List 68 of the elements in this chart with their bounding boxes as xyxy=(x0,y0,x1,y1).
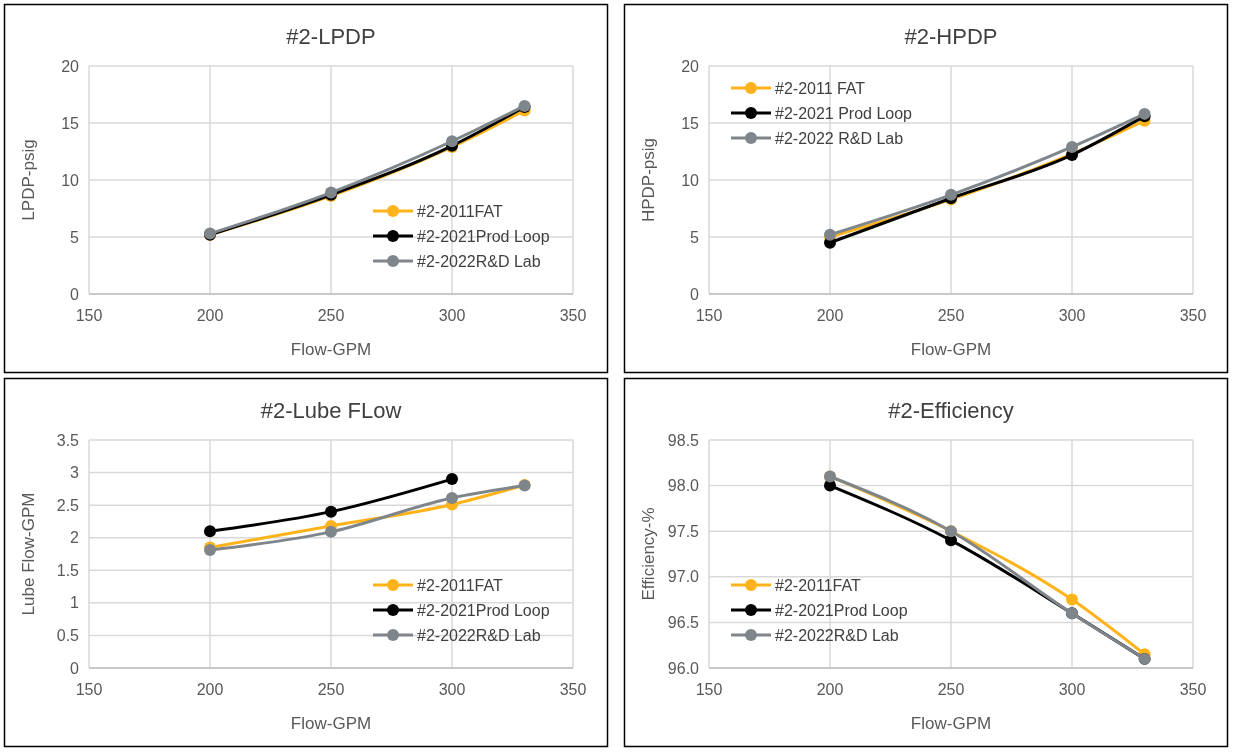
x-tick-label: 350 xyxy=(1179,681,1207,698)
x-tick-label: 200 xyxy=(196,307,224,324)
y-axis-title: Lube Flow-GPM xyxy=(19,492,38,616)
y-tick-label: 97.5 xyxy=(667,522,700,540)
chart-title: #2-HPDP xyxy=(904,24,998,49)
x-tick-label: 300 xyxy=(438,681,466,698)
y-tick-label: 96.0 xyxy=(667,659,700,677)
y-tick-label: 98.0 xyxy=(667,477,700,495)
y-tick-label: 1 xyxy=(70,594,80,612)
x-axis-title: Flow-GPM xyxy=(910,340,992,359)
y-tick-label: 5 xyxy=(690,228,700,246)
x-tick-label: 200 xyxy=(816,307,844,324)
y-tick-label: 3 xyxy=(70,464,80,482)
x-axis-title: Flow-GPM xyxy=(290,340,372,359)
x-tick-label: 350 xyxy=(559,307,587,324)
legend-label: #2-2011FAT xyxy=(417,576,503,594)
chart-title: #2-Lube FLow xyxy=(260,398,402,423)
y-axis-title: LPDP-psig xyxy=(19,139,38,221)
y-tick-label: 2.5 xyxy=(56,496,80,514)
x-tick-label: 350 xyxy=(559,681,587,698)
y-tick-label: 10 xyxy=(61,171,80,189)
legend-label: #2-2011 FAT xyxy=(775,79,866,97)
y-tick-label: 3.5 xyxy=(56,431,80,449)
x-tick-label: 250 xyxy=(317,307,345,324)
y-tick-label: 10 xyxy=(681,171,700,189)
y-tick-label: 0 xyxy=(690,285,700,303)
legend-label: #2-2022 R&D Lab xyxy=(775,129,904,147)
y-tick-label: 98.5 xyxy=(667,431,700,449)
x-tick-label: 150 xyxy=(75,681,103,698)
y-tick-label: 15 xyxy=(681,114,700,132)
x-tick-label: 200 xyxy=(816,681,844,698)
x-tick-label: 300 xyxy=(1058,307,1086,324)
legend-label: #2-2011FAT xyxy=(417,202,503,220)
y-tick-label: 0 xyxy=(70,659,80,677)
x-tick-label: 150 xyxy=(75,307,103,324)
legend-label: #2-2021Prod Loop xyxy=(417,601,550,619)
y-tick-label: 2 xyxy=(70,529,80,547)
x-tick-label: 300 xyxy=(1058,681,1086,698)
legend-label: #2-2022R&D Lab xyxy=(417,626,541,644)
y-tick-label: 20 xyxy=(681,57,700,75)
x-tick-label: 250 xyxy=(937,307,965,324)
x-tick-label: 250 xyxy=(317,681,345,698)
legend-label: #2-2021 Prod Loop xyxy=(775,104,913,122)
x-axis-title: Flow-GPM xyxy=(290,714,372,733)
x-axis-title: Flow-GPM xyxy=(910,714,992,733)
x-tick-label: 250 xyxy=(937,681,965,698)
legend-label: #2-2011FAT xyxy=(775,576,861,594)
x-tick-label: 200 xyxy=(196,681,224,698)
y-tick-label: 0 xyxy=(70,285,80,303)
chart-title: #2-LPDP xyxy=(286,24,376,49)
y-tick-label: 1.5 xyxy=(56,561,80,579)
x-tick-label: 350 xyxy=(1179,307,1207,324)
y-axis-title: HPDP-psig xyxy=(639,137,658,223)
legend-label: #2-2021Prod Loop xyxy=(417,227,550,245)
x-tick-label: 300 xyxy=(438,307,466,324)
legend-label: #2-2022R&D Lab xyxy=(417,252,541,270)
x-tick-label: 150 xyxy=(695,681,723,698)
legend-label: #2-2022R&D Lab xyxy=(775,626,899,644)
y-tick-label: 5 xyxy=(70,228,80,246)
y-tick-label: 96.5 xyxy=(667,614,700,631)
chart-title: #2-Efficiency xyxy=(888,398,1014,423)
y-tick-label: 97.0 xyxy=(667,568,700,586)
x-tick-label: 150 xyxy=(695,307,723,324)
y-axis-title: Efficiency-% xyxy=(639,507,658,601)
y-tick-label: 20 xyxy=(61,57,80,75)
y-tick-label: 0.5 xyxy=(56,627,80,645)
y-tick-label: 15 xyxy=(61,114,80,132)
legend-label: #2-2021Prod Loop xyxy=(775,601,908,619)
